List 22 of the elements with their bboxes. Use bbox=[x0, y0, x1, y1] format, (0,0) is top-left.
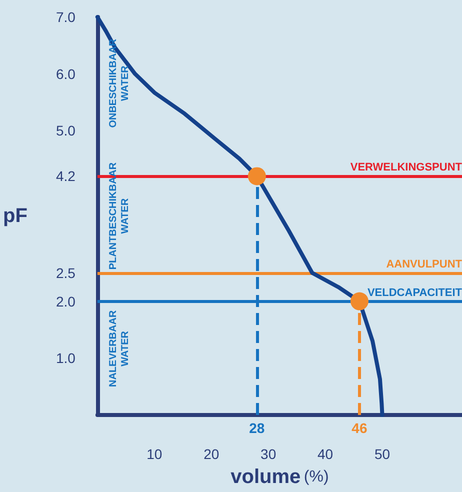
y-tick-label: 6.0 bbox=[56, 66, 76, 82]
y-tick-label: 7.0 bbox=[56, 9, 76, 25]
y-tick-label: 2.5 bbox=[56, 264, 76, 281]
annotation: ONBESCHIKBAAR WATER bbox=[108, 38, 131, 128]
y-tick-label: 4.2 bbox=[56, 168, 76, 184]
ref-line-label: AANVULPUNT bbox=[386, 258, 462, 270]
y-tick-label: 1.0 bbox=[56, 350, 76, 366]
x-tick-label: 20 bbox=[204, 446, 220, 462]
ref-line-label: 28 bbox=[249, 420, 265, 436]
annotation: NALEVERBAAR WATER bbox=[108, 310, 131, 388]
annotation: PLANTBESCHIKBAAR WATER bbox=[108, 162, 131, 270]
ref-line-label: VERWELKINGSPUNT bbox=[350, 162, 462, 174]
y-tick-label: 2.0 bbox=[56, 293, 76, 310]
x-axis-title: volume (%) bbox=[230, 466, 329, 488]
x-tick-label: 30 bbox=[260, 446, 276, 462]
ref-line-label: VELDCAPACITEIT bbox=[367, 286, 462, 299]
ref-line-label: 46 bbox=[352, 420, 368, 436]
x-tick-label: 10 bbox=[146, 446, 162, 462]
x-tick-label: 40 bbox=[318, 446, 334, 462]
y-tick-label: 5.0 bbox=[56, 122, 76, 139]
y-axis-title: pF bbox=[2, 205, 28, 227]
x-tick-label: 50 bbox=[374, 446, 390, 462]
